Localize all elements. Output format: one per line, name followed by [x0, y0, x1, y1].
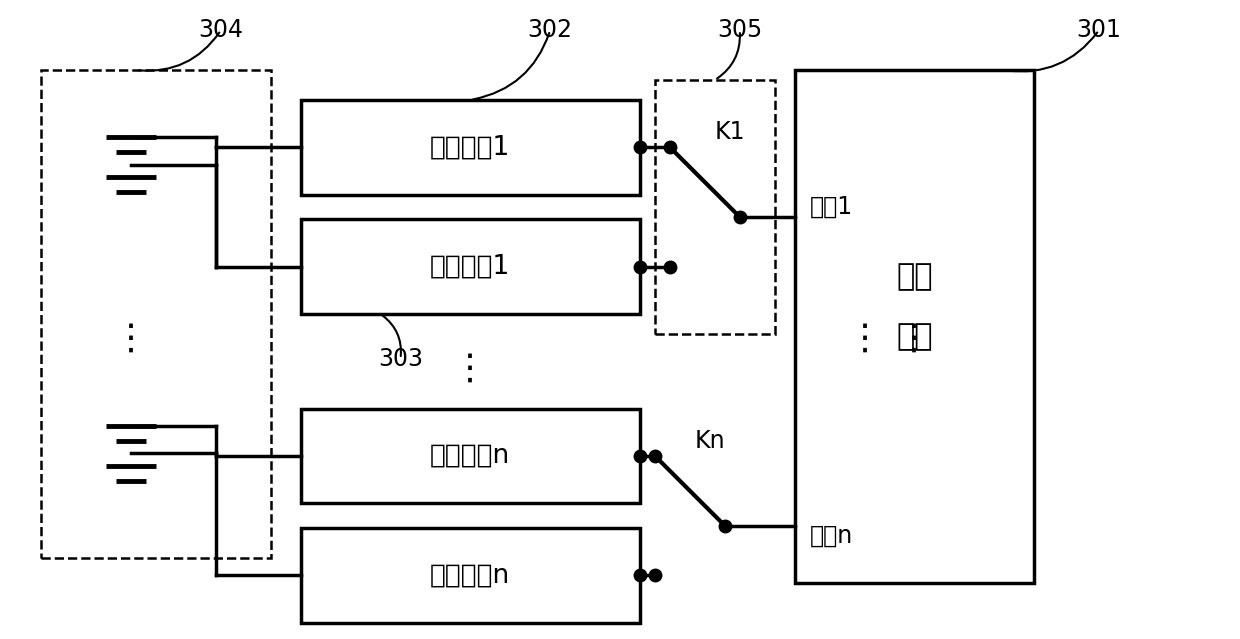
Polygon shape [795, 70, 1034, 583]
Text: 301: 301 [1076, 19, 1121, 42]
Polygon shape [301, 219, 640, 314]
Text: 均衡模块n: 均衡模块n [430, 562, 511, 589]
Text: 采集模块n: 采集模块n [430, 443, 511, 469]
Text: 采集模块1: 采集模块1 [430, 134, 511, 160]
Text: 302: 302 [528, 19, 573, 42]
Text: 模块: 模块 [897, 322, 932, 351]
Text: 304: 304 [198, 19, 243, 42]
Text: ⋮: ⋮ [847, 322, 883, 356]
Polygon shape [301, 528, 640, 622]
Text: 通道n: 通道n [810, 523, 853, 548]
Polygon shape [301, 408, 640, 503]
Text: ⋮: ⋮ [453, 352, 489, 386]
Polygon shape [301, 100, 640, 194]
Text: ⋮: ⋮ [113, 322, 149, 356]
Text: 305: 305 [717, 19, 763, 42]
Text: 控制: 控制 [897, 262, 932, 291]
Text: 303: 303 [378, 347, 423, 371]
Text: Kn: Kn [694, 429, 725, 453]
Text: ⋮: ⋮ [897, 322, 932, 356]
Text: 通道1: 通道1 [810, 195, 853, 219]
Text: K1: K1 [714, 120, 745, 144]
Text: 均衡模块1: 均衡模块1 [430, 254, 511, 280]
